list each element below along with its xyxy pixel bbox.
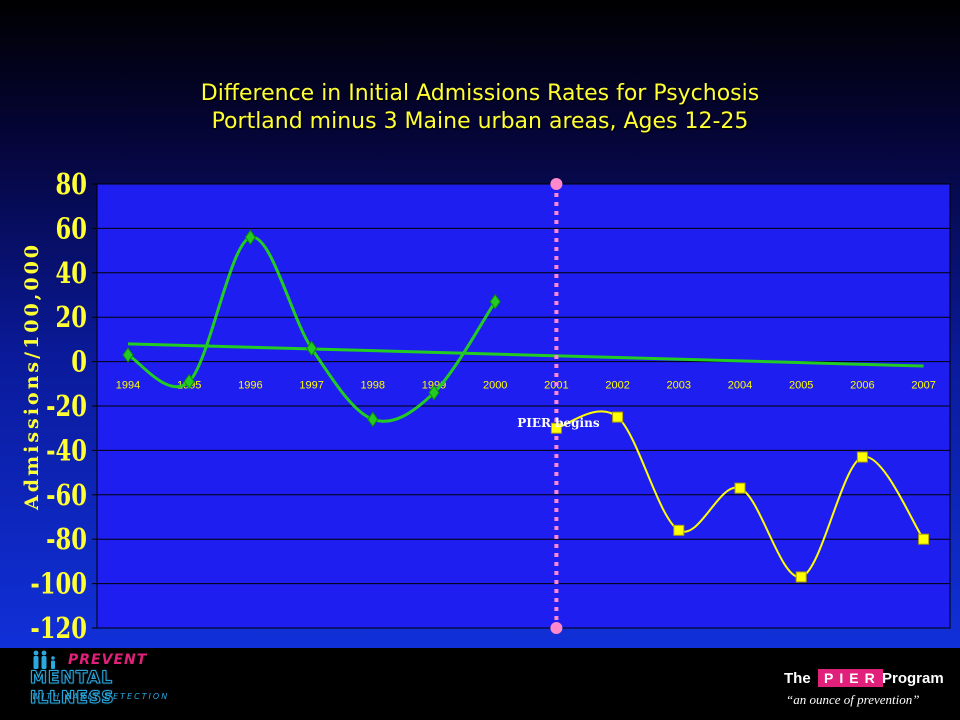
x-tick-label: 1996 <box>238 380 262 392</box>
pier-divider-line <box>550 178 563 634</box>
data-point-square <box>918 533 930 545</box>
title-line-2: Portland minus 3 Maine urban areas, Ages… <box>211 109 749 134</box>
y-tick-label: 60 <box>56 213 87 246</box>
logo-pier-box: PIER <box>818 669 883 687</box>
title-line-1: Difference in Initial Admissions Rates f… <box>200 81 760 106</box>
x-tick-label: 2000 <box>483 380 507 392</box>
x-tick-label: 2002 <box>605 380 629 392</box>
logo-the-text: The <box>784 670 811 687</box>
y-tick-label: -20 <box>46 390 87 423</box>
x-tick-label: 1994 <box>116 380 140 392</box>
y-tick-label: -120 <box>30 612 87 645</box>
logo-tagline: “an ounce of prevention” <box>786 692 920 707</box>
data-point-diamond <box>244 229 257 246</box>
x-tick-label: 2007 <box>911 380 935 392</box>
logo-program-text: Program <box>882 670 944 687</box>
data-point-diamond <box>183 373 195 390</box>
y-tick-label: -60 <box>46 479 87 512</box>
prevent-mental-illness-logo: PREVENT MENTAL ILLNESS WITH EARLY DETECT… <box>30 650 200 714</box>
x-tick-label: 2003 <box>667 380 691 392</box>
x-tick-label: 1997 <box>299 380 323 392</box>
y-tick-label: 40 <box>56 257 87 290</box>
trendline <box>127 342 924 368</box>
divider-top-dot <box>550 178 563 190</box>
data-point-square <box>795 571 807 583</box>
x-tick-label: 2004 <box>728 380 752 392</box>
x-tick-label: 2005 <box>789 380 813 392</box>
y-tick-label: 20 <box>56 302 87 335</box>
pier-program-logo: The PIER Program “an ounce of prevention… <box>780 666 950 714</box>
people-icon <box>33 650 55 669</box>
x-axis-ticks: 1994199519961997199819992000200120022003… <box>116 380 936 392</box>
logo-mental-illness-text: MENTAL ILLNESS <box>30 668 115 709</box>
x-tick-label: 1998 <box>361 380 385 392</box>
data-point-diamond <box>305 340 318 357</box>
data-point-square <box>734 482 746 494</box>
x-tick-label: 2006 <box>850 380 874 392</box>
y-axis-label: Admissions/100,000 <box>21 242 43 511</box>
y-tick-label: -40 <box>46 435 87 468</box>
data-point-diamond <box>367 411 379 428</box>
data-point-diamond <box>428 384 440 401</box>
pier-begins-annotation: PIER begins <box>517 416 600 430</box>
logo-prevent-text: PREVENT <box>68 652 148 668</box>
y-axis-ticks: 80 60 40 20 0 -20 -40 -60 -80 -100 -120 <box>30 168 87 645</box>
y-tick-label: 0 <box>71 346 87 379</box>
footer-bar <box>0 648 960 720</box>
data-point-square <box>856 451 868 463</box>
data-point-diamond <box>122 347 134 363</box>
data-series <box>122 229 930 583</box>
y-tick-label: -100 <box>30 568 87 601</box>
y-tick-label: 80 <box>56 168 87 201</box>
data-point-square <box>612 411 624 423</box>
divider-bottom-dot <box>550 622 563 634</box>
gridlines <box>92 183 950 629</box>
data-point-square <box>673 524 685 536</box>
chart-title: Difference in Initial Admissions Rates f… <box>0 80 960 136</box>
y-tick-label: -80 <box>46 524 87 557</box>
data-point-diamond <box>489 293 501 310</box>
data-point-square <box>550 422 562 434</box>
trendline-segment <box>127 342 924 368</box>
logo-early-detection-text: WITH EARLY DETECTION <box>32 692 170 701</box>
